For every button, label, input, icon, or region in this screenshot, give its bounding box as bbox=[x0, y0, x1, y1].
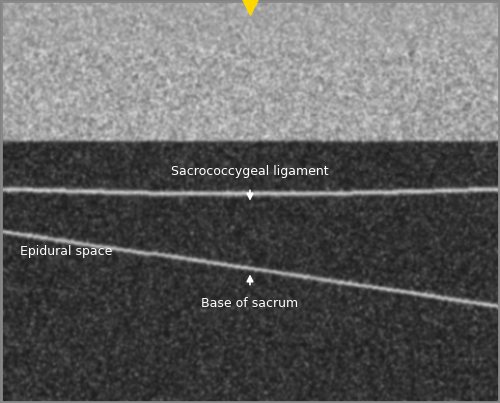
Text: Epidural space: Epidural space bbox=[20, 245, 112, 258]
Text: Sacrococcygeal ligament: Sacrococcygeal ligament bbox=[171, 165, 329, 178]
Text: Base of sacrum: Base of sacrum bbox=[202, 297, 298, 310]
Point bbox=[246, 4, 254, 10]
